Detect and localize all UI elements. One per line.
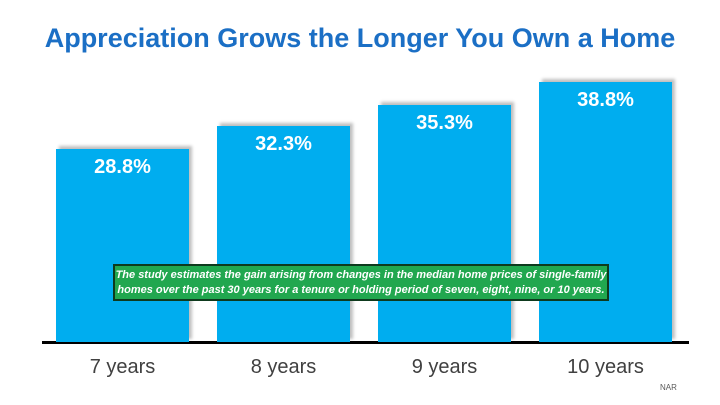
category-label-8-years: 8 years <box>250 356 317 378</box>
study-note-callout: The study estimates the gain arising fro… <box>113 264 609 301</box>
x-axis-line <box>42 341 689 344</box>
study-note-line2: homes over the past 30 years for a tenur… <box>117 284 605 296</box>
bar-value-label-8-years: 32.3% <box>255 133 312 155</box>
bar-7-years: 28.8% <box>56 149 189 342</box>
page-title: Appreciation Grows the Longer You Own a … <box>44 23 676 53</box>
category-label-10-years: 10 years <box>567 356 644 378</box>
bar-9-years: 35.3% <box>378 105 511 342</box>
bar-value-label-7-years: 28.8% <box>94 156 151 178</box>
category-label-7-years: 7 years <box>89 356 156 378</box>
bar-10-years: 38.8% <box>539 82 672 342</box>
study-note-line1: The study estimates the gain arising fro… <box>115 269 607 281</box>
bar-value-label-10-years: 38.8% <box>577 89 634 111</box>
bar-8-years: 32.3% <box>217 126 350 342</box>
bar-value-label-9-years: 35.3% <box>416 112 473 134</box>
source-attribution: NAR <box>660 383 677 392</box>
category-label-9-years: 9 years <box>411 356 478 378</box>
